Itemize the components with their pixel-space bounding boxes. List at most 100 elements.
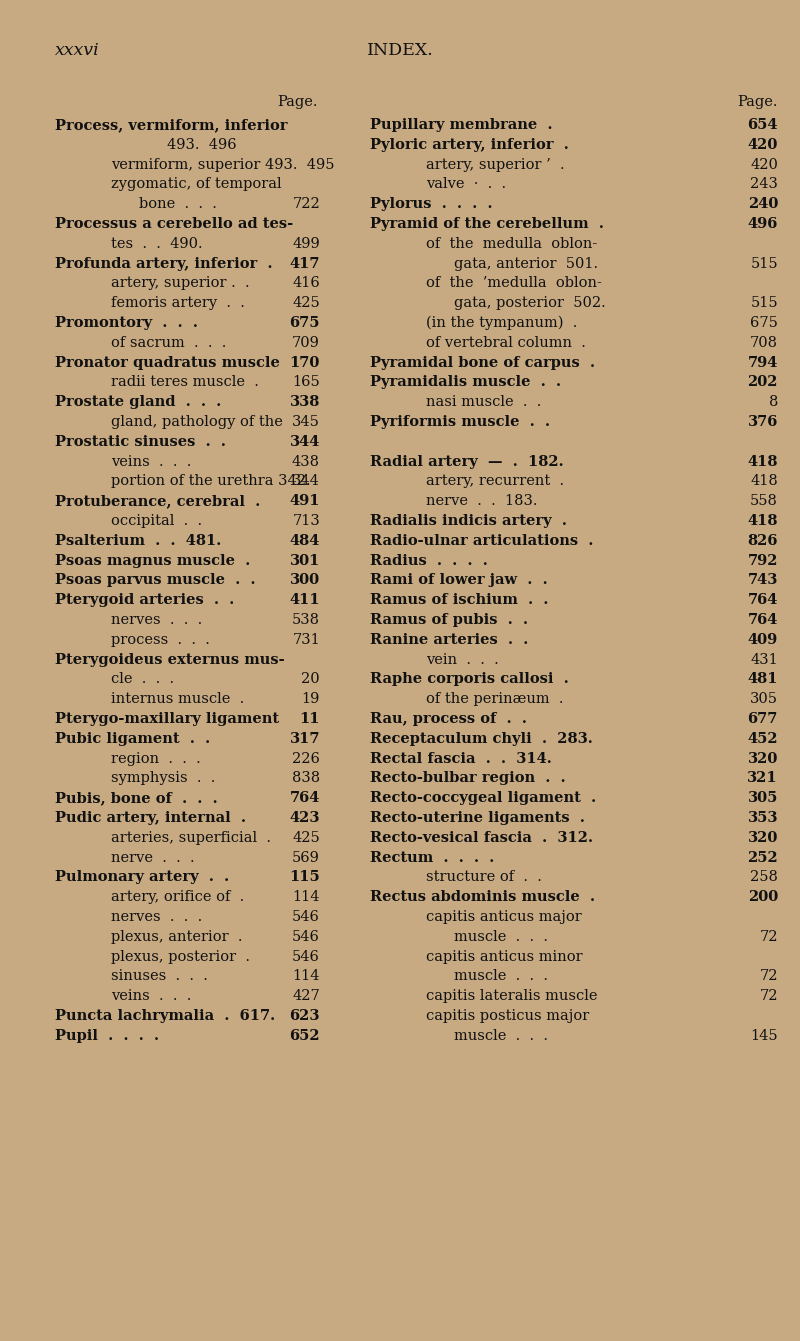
- Text: gata, anterior  501.: gata, anterior 501.: [454, 256, 598, 271]
- Text: femoris artery  .  .: femoris artery . .: [111, 296, 245, 310]
- Text: 145: 145: [750, 1029, 778, 1043]
- Text: 743: 743: [748, 574, 778, 587]
- Text: 344: 344: [290, 434, 320, 449]
- Text: Pyramidal bone of carpus  .: Pyramidal bone of carpus .: [370, 355, 595, 370]
- Text: cle  .  .  .: cle . . .: [111, 672, 174, 687]
- Text: capitis anticus major: capitis anticus major: [426, 911, 582, 924]
- Text: of the perinæum  .: of the perinæum .: [426, 692, 563, 707]
- Text: occipital  .  .: occipital . .: [111, 514, 202, 528]
- Text: 8: 8: [769, 396, 778, 409]
- Text: 826: 826: [747, 534, 778, 548]
- Text: arteries, superficial  .: arteries, superficial .: [111, 831, 271, 845]
- Text: (in the tympanum)  .: (in the tympanum) .: [426, 316, 578, 330]
- Text: veins  .  .  .: veins . . .: [111, 990, 191, 1003]
- Text: 416: 416: [292, 276, 320, 291]
- Text: 418: 418: [747, 455, 778, 468]
- Text: 722: 722: [292, 197, 320, 211]
- Text: 417: 417: [290, 256, 320, 271]
- Text: Psoas parvus muscle  .  .: Psoas parvus muscle . .: [55, 574, 255, 587]
- Text: 654: 654: [747, 118, 778, 131]
- Text: Recto-uterine ligaments  .: Recto-uterine ligaments .: [370, 811, 585, 825]
- Text: 320: 320: [748, 751, 778, 766]
- Text: Pupil  .  .  .  .: Pupil . . . .: [55, 1029, 159, 1043]
- Text: 493.  496: 493. 496: [167, 138, 237, 152]
- Text: internus muscle  .: internus muscle .: [111, 692, 244, 707]
- Text: Pulmonary artery  .  .: Pulmonary artery . .: [55, 870, 229, 885]
- Text: 411: 411: [290, 593, 320, 607]
- Text: 420: 420: [748, 138, 778, 152]
- Text: 305: 305: [748, 791, 778, 805]
- Text: vermiform, superior 493.  495: vermiform, superior 493. 495: [111, 158, 334, 172]
- Text: Pylorus  .  .  .  .: Pylorus . . . .: [370, 197, 493, 211]
- Text: Processus a cerebello ad tes-: Processus a cerebello ad tes-: [55, 217, 293, 231]
- Text: Puncta lachrymalia  .  617.: Puncta lachrymalia . 617.: [55, 1008, 275, 1023]
- Text: 409: 409: [748, 633, 778, 646]
- Text: zygomatic, of temporal: zygomatic, of temporal: [111, 177, 282, 192]
- Text: 427: 427: [292, 990, 320, 1003]
- Text: 491: 491: [290, 495, 320, 508]
- Text: Radial artery  —  .  182.: Radial artery — . 182.: [370, 455, 564, 468]
- Text: 226: 226: [292, 751, 320, 766]
- Text: 713: 713: [292, 514, 320, 528]
- Text: 538: 538: [292, 613, 320, 628]
- Text: portion of the urethra 342.: portion of the urethra 342.: [111, 475, 310, 488]
- Text: 546: 546: [292, 911, 320, 924]
- Text: 240: 240: [748, 197, 778, 211]
- Text: Recto-vesical fascia  .  312.: Recto-vesical fascia . 312.: [370, 831, 593, 845]
- Text: 11: 11: [299, 712, 320, 725]
- Text: 420: 420: [750, 158, 778, 172]
- Text: 425: 425: [292, 831, 320, 845]
- Text: artery, superior .  .: artery, superior . .: [111, 276, 250, 291]
- Text: 515: 515: [750, 256, 778, 271]
- Text: Promontory  .  .  .: Promontory . . .: [55, 316, 198, 330]
- Text: muscle  .  .  .: muscle . . .: [454, 929, 548, 944]
- Text: 709: 709: [292, 335, 320, 350]
- Text: Protuberance, cerebral  .: Protuberance, cerebral .: [55, 495, 260, 508]
- Text: 496: 496: [748, 217, 778, 231]
- Text: Pterygoid arteries  .  .: Pterygoid arteries . .: [55, 593, 234, 607]
- Text: of  the  ’medulla  oblon-: of the ’medulla oblon-: [426, 276, 602, 291]
- Text: 353: 353: [747, 811, 778, 825]
- Text: capitis posticus major: capitis posticus major: [426, 1008, 590, 1023]
- Text: Page.: Page.: [738, 95, 778, 109]
- Text: Pronator quadratus muscle: Pronator quadratus muscle: [55, 355, 280, 370]
- Text: 200: 200: [748, 890, 778, 904]
- Text: Psoas magnus muscle  .: Psoas magnus muscle .: [55, 554, 250, 567]
- Text: 321: 321: [747, 771, 778, 786]
- Text: 708: 708: [750, 335, 778, 350]
- Text: 546: 546: [292, 949, 320, 964]
- Text: 838: 838: [292, 771, 320, 786]
- Text: 305: 305: [750, 692, 778, 707]
- Text: Prostate gland  .  .  .: Prostate gland . . .: [55, 396, 222, 409]
- Text: Pterygo-maxillary ligament: Pterygo-maxillary ligament: [55, 712, 279, 725]
- Text: Radius  .  .  .  .: Radius . . . .: [370, 554, 488, 567]
- Text: Pubic ligament  .  .: Pubic ligament . .: [55, 732, 210, 746]
- Text: Prostatic sinuses  .  .: Prostatic sinuses . .: [55, 434, 226, 449]
- Text: gland, pathology of the: gland, pathology of the: [111, 414, 283, 429]
- Text: 19: 19: [302, 692, 320, 707]
- Text: 165: 165: [292, 375, 320, 389]
- Text: 431: 431: [750, 653, 778, 666]
- Text: 170: 170: [290, 355, 320, 370]
- Text: nerves  .  .  .: nerves . . .: [111, 911, 202, 924]
- Text: 202: 202: [747, 375, 778, 389]
- Text: 300: 300: [290, 574, 320, 587]
- Text: 794: 794: [748, 355, 778, 370]
- Text: artery, superior ’  .: artery, superior ’ .: [426, 158, 565, 172]
- Text: Rectus abdominis muscle  .: Rectus abdominis muscle .: [370, 890, 595, 904]
- Text: 675: 675: [750, 316, 778, 330]
- Text: 72: 72: [759, 929, 778, 944]
- Text: gata, posterior  502.: gata, posterior 502.: [454, 296, 606, 310]
- Text: 72: 72: [759, 970, 778, 983]
- Text: muscle  .  .  .: muscle . . .: [454, 1029, 548, 1043]
- Text: vein  .  .  .: vein . . .: [426, 653, 498, 666]
- Text: radii teres muscle  .: radii teres muscle .: [111, 375, 259, 389]
- Text: 20: 20: [302, 672, 320, 687]
- Text: Process, vermiform, inferior: Process, vermiform, inferior: [55, 118, 287, 131]
- Text: Rectal fascia  .  .  314.: Rectal fascia . . 314.: [370, 751, 552, 766]
- Text: of vertebral column  .: of vertebral column .: [426, 335, 586, 350]
- Text: process  .  .  .: process . . .: [111, 633, 210, 646]
- Text: 418: 418: [747, 514, 778, 528]
- Text: region  .  .  .: region . . .: [111, 751, 201, 766]
- Text: 438: 438: [292, 455, 320, 468]
